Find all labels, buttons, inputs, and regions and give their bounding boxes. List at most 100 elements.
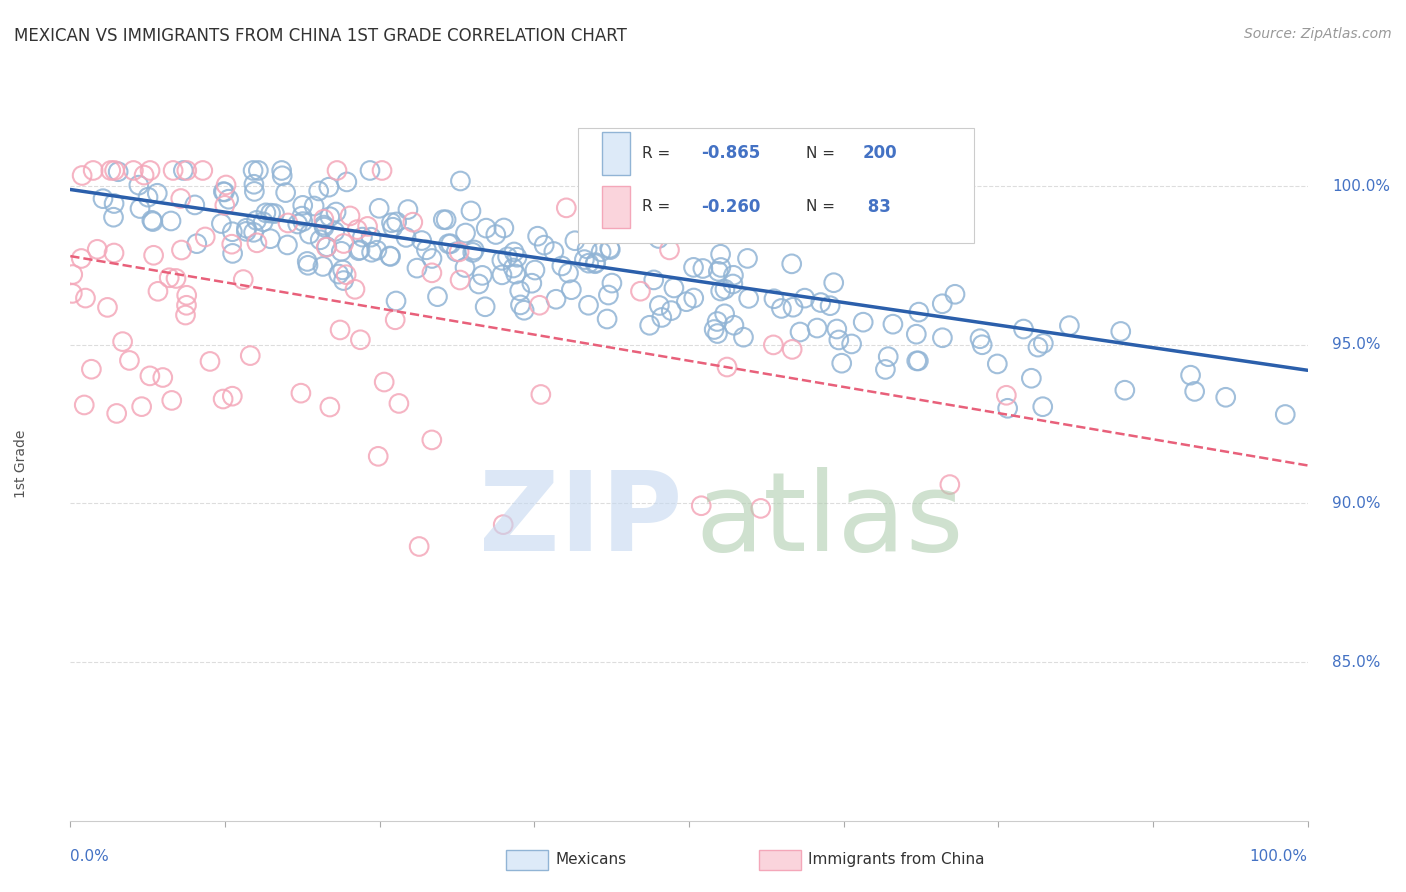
- Point: [675, 294, 697, 309]
- Point: [212, 185, 235, 199]
- Point: [209, 217, 232, 231]
- Point: [645, 210, 668, 224]
- Point: [330, 244, 353, 259]
- Point: [530, 387, 553, 401]
- Point: [214, 198, 236, 212]
- Point: [186, 236, 208, 251]
- Text: R =: R =: [643, 146, 675, 161]
- Point: [449, 244, 471, 259]
- Point: [381, 220, 404, 235]
- Text: 100.0%: 100.0%: [1333, 178, 1391, 194]
- Point: [749, 501, 772, 516]
- Point: [218, 192, 240, 206]
- Point: [505, 267, 527, 281]
- Point: [475, 221, 498, 235]
- Point: [221, 225, 243, 239]
- Point: [551, 259, 574, 273]
- Point: [86, 242, 108, 256]
- Point: [297, 258, 319, 272]
- Point: [502, 260, 524, 275]
- Point: [555, 201, 578, 215]
- Point: [332, 274, 354, 288]
- Point: [325, 205, 347, 219]
- Point: [141, 213, 163, 227]
- Point: [463, 243, 485, 257]
- Point: [82, 163, 104, 178]
- Text: 0.0%: 0.0%: [70, 849, 110, 864]
- Point: [578, 256, 600, 270]
- Point: [194, 230, 217, 244]
- Text: N =: N =: [807, 146, 841, 161]
- Point: [259, 206, 281, 220]
- Point: [690, 499, 713, 513]
- Point: [460, 203, 482, 218]
- Point: [1274, 408, 1296, 422]
- Point: [931, 331, 953, 345]
- Point: [62, 268, 84, 282]
- Point: [529, 298, 551, 312]
- Point: [721, 277, 744, 291]
- Point: [277, 216, 299, 230]
- Point: [302, 199, 325, 213]
- Point: [221, 237, 243, 252]
- Point: [723, 268, 745, 283]
- Point: [454, 260, 477, 275]
- Point: [706, 326, 728, 341]
- Point: [328, 267, 350, 281]
- Point: [263, 206, 285, 220]
- Point: [347, 244, 370, 258]
- Point: [131, 400, 153, 414]
- Point: [221, 246, 243, 260]
- Point: [174, 308, 197, 322]
- Point: [396, 202, 419, 217]
- Point: [221, 389, 243, 403]
- Point: [142, 248, 165, 262]
- Point: [533, 238, 555, 252]
- Bar: [602, 132, 630, 175]
- Point: [402, 215, 425, 229]
- Point: [440, 236, 463, 251]
- Point: [346, 222, 368, 236]
- Point: [373, 375, 395, 389]
- Point: [714, 282, 737, 296]
- Point: [716, 359, 738, 374]
- Point: [146, 285, 169, 299]
- Point: [128, 178, 150, 193]
- Point: [564, 234, 586, 248]
- Point: [420, 252, 443, 266]
- Point: [544, 292, 567, 306]
- Text: 100.0%: 100.0%: [1250, 849, 1308, 864]
- Point: [162, 163, 184, 178]
- Point: [446, 244, 468, 259]
- Point: [323, 225, 346, 239]
- Point: [176, 163, 198, 178]
- Point: [907, 354, 929, 368]
- Point: [574, 252, 596, 267]
- Point: [770, 301, 793, 316]
- Text: atlas: atlas: [695, 467, 963, 574]
- Point: [905, 354, 928, 368]
- Point: [312, 212, 335, 227]
- Point: [312, 218, 335, 232]
- Point: [509, 284, 531, 298]
- Point: [245, 213, 267, 227]
- Point: [1032, 336, 1054, 351]
- Text: 85.0%: 85.0%: [1333, 655, 1381, 670]
- Text: -0.865: -0.865: [702, 145, 761, 162]
- Point: [513, 303, 536, 318]
- Point: [252, 215, 274, 229]
- Point: [810, 295, 832, 310]
- Point: [485, 227, 508, 242]
- Point: [710, 247, 733, 261]
- Point: [388, 396, 411, 410]
- Point: [1026, 340, 1049, 354]
- Point: [737, 292, 759, 306]
- Point: [103, 196, 125, 211]
- Point: [315, 240, 337, 254]
- Point: [972, 338, 994, 352]
- Point: [298, 227, 321, 241]
- Text: 95.0%: 95.0%: [1333, 337, 1381, 352]
- Point: [1184, 384, 1206, 399]
- Point: [1032, 400, 1054, 414]
- Point: [406, 261, 429, 276]
